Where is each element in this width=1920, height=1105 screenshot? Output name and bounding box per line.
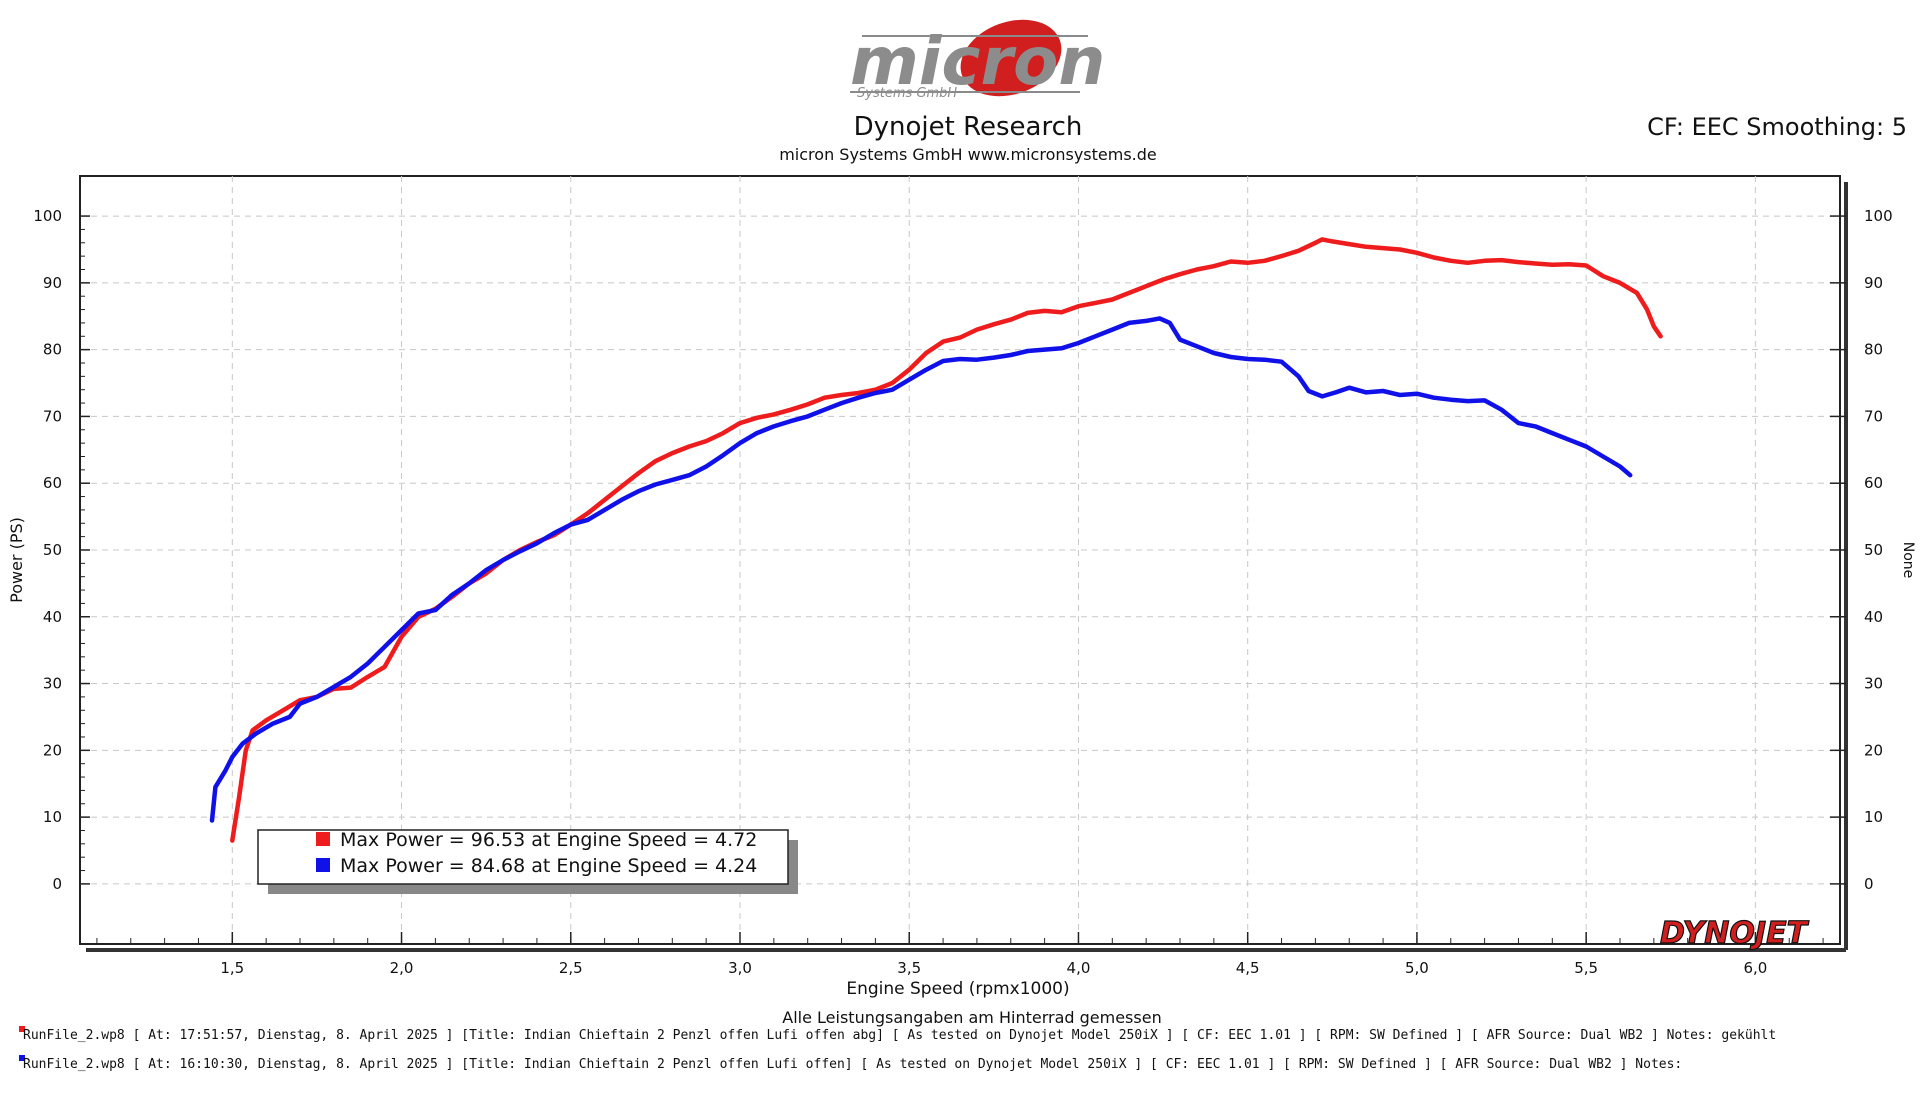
- y-tick-label: 70: [43, 407, 62, 425]
- legend-entry-2: Max Power = 84.68 at Engine Speed = 4.24: [340, 855, 757, 877]
- legend: Max Power = 96.53 at Engine Speed = 4.72…: [257, 829, 798, 894]
- logo-subtext: Systems GmbH: [857, 86, 957, 101]
- x-tick-label: 3,0: [728, 959, 752, 977]
- y2-axis-label: None: [1900, 542, 1916, 579]
- y2-tick-label: 70: [1864, 407, 1883, 425]
- y-tick-label: 0: [52, 875, 62, 893]
- dynojet-brand-text: DYNOJET: [1660, 916, 1810, 951]
- x-tick-label: 6,0: [1743, 959, 1767, 977]
- run-info-red: RunFile_2.wp8 [ At: 17:51:57, Dienstag, …: [23, 1028, 1776, 1043]
- y2-tick-label: 100: [1864, 207, 1893, 225]
- x-tick-label: 4,0: [1067, 959, 1091, 977]
- legend-swatch-red: [316, 832, 330, 846]
- y-tick-label: 90: [43, 274, 62, 292]
- dynojet-logo: DYNOJET: [1659, 915, 1810, 951]
- y-tick-label: 100: [33, 207, 62, 225]
- y-tick-label: 50: [43, 541, 62, 559]
- y2-tick-label: 30: [1864, 675, 1883, 693]
- y-tick-label: 60: [43, 474, 62, 492]
- plot-area: [79, 175, 1841, 945]
- x-tick-label: 1,5: [220, 959, 244, 977]
- y2-tick-label: 50: [1864, 541, 1883, 559]
- chart-subtitle: micron Systems GmbH www.micronsystems.de: [779, 145, 1157, 164]
- x-tick-label: 3,5: [897, 959, 921, 977]
- x-tick-label: 5,5: [1574, 959, 1598, 977]
- y2-tick-label: 20: [1864, 741, 1883, 759]
- y-axis-left: 0 10 20 30 40 50 60 70 80 90 100: [33, 207, 90, 893]
- x-tick-label: 2,0: [390, 959, 414, 977]
- micron-logo: micron Systems GmbH: [850, 19, 1105, 101]
- y2-tick-label: 80: [1864, 341, 1883, 359]
- run-marker-red: [19, 1026, 25, 1032]
- run-marker-blue: [19, 1055, 25, 1061]
- y-tick-label: 40: [43, 608, 62, 626]
- x-tick-label: 2,5: [559, 959, 583, 977]
- grid-lines: [80, 176, 1840, 944]
- cf-smoothing-label: CF: EEC Smoothing: 5: [1647, 113, 1907, 141]
- x-tick-label: 5,0: [1405, 959, 1429, 977]
- legend-swatch-blue: [316, 858, 330, 872]
- y-tick-label: 30: [43, 675, 62, 693]
- data-series: [209, 237, 1663, 843]
- x-axis-label: Engine Speed (rpmx1000): [846, 979, 1069, 999]
- chart-title: Dynojet Research: [854, 112, 1083, 142]
- x-tick-label: 4,5: [1236, 959, 1260, 977]
- series-line-2: [209, 316, 1633, 823]
- y2-tick-label: 10: [1864, 808, 1883, 826]
- y-axis-label: Power (PS): [7, 517, 26, 603]
- run-info-blue: RunFile_2.wp8 [ At: 16:10:30, Dienstag, …: [23, 1057, 1682, 1072]
- y-tick-label: 80: [43, 341, 62, 359]
- y2-tick-label: 60: [1864, 474, 1883, 492]
- footer-note: Alle Leistungsangaben am Hinterrad gemes…: [782, 1008, 1161, 1027]
- y-tick-label: 10: [43, 808, 62, 826]
- y2-tick-label: 40: [1864, 608, 1883, 626]
- x-axis: 1,5 2,0 2,5 3,0 3,5 4,0 4,5 5,0 5,5 6,0: [96, 932, 1824, 977]
- y2-tick-label: 90: [1864, 274, 1883, 292]
- y-tick-label: 20: [43, 741, 62, 759]
- legend-entry-1: Max Power = 96.53 at Engine Speed = 4.72: [340, 829, 757, 851]
- y2-tick-label: 0: [1864, 875, 1874, 893]
- y-axis-right: 0 10 20 30 40 50 60 70 80 90 100: [1830, 207, 1893, 893]
- logo-text: micron: [850, 23, 1105, 100]
